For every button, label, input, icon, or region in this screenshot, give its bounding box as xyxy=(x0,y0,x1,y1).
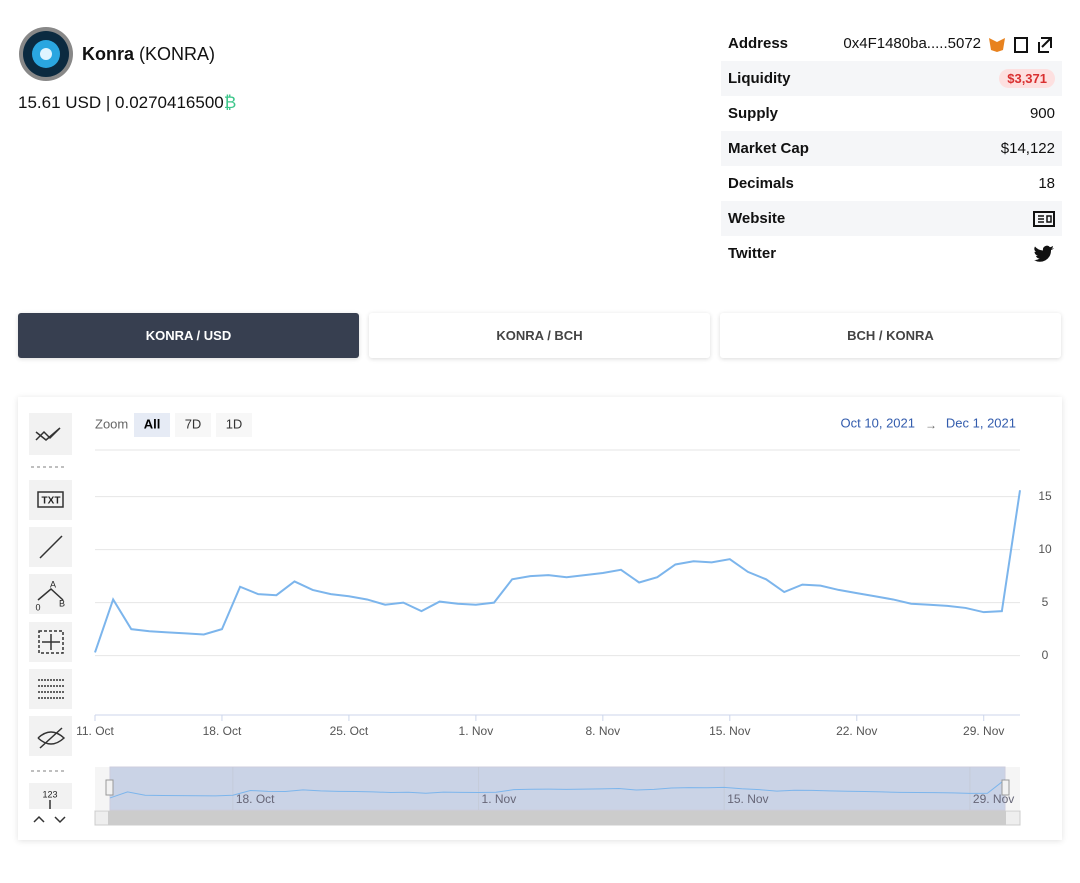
address-icons[interactable] xyxy=(987,34,1055,54)
tool-text: TXT xyxy=(42,496,61,507)
label: Liquidity xyxy=(728,70,791,87)
info-row: Twitter xyxy=(721,236,1062,271)
label: Supply xyxy=(728,105,779,122)
price: 15.61 USD | 0.0270416500 xyxy=(18,93,224,112)
range-arrow: → xyxy=(925,418,937,432)
navigator-line xyxy=(109,779,1006,799)
x-tick-label: 8. Nov xyxy=(585,724,620,738)
tab[interactable]: BCH / KONRA xyxy=(720,313,1061,358)
price-line: 15.61 USD | 0.0270416500₿ xyxy=(18,93,236,113)
y-tick-label: 15 xyxy=(1038,489,1052,503)
bch-symbol: ₿ xyxy=(223,93,237,112)
zoom-button[interactable] xyxy=(216,413,252,437)
tool-button[interactable] xyxy=(29,413,72,455)
navigator-label: 29. Nov xyxy=(973,792,1014,806)
twitter-icon[interactable] xyxy=(1033,245,1055,263)
navigator-label: 1. Nov xyxy=(482,792,517,806)
zoom-button-label[interactable]: All xyxy=(144,416,161,431)
label: Address xyxy=(728,35,789,52)
navigator-window xyxy=(109,766,1006,811)
x-tick-label: 11. Oct xyxy=(76,724,114,738)
tool-button[interactable] xyxy=(29,574,72,614)
token-name: Konra xyxy=(82,44,135,64)
info-row: Market Cap $14,122 xyxy=(721,131,1062,166)
tool-text: A xyxy=(50,579,56,589)
tab[interactable]: KONRA / USD xyxy=(18,313,359,358)
token-symbol: (KONRA) xyxy=(139,44,216,64)
info-row: Decimals 18 xyxy=(721,166,1062,201)
liquidity: $3,371 xyxy=(999,69,1055,88)
tool-button[interactable] xyxy=(29,716,72,756)
label: Decimals xyxy=(728,175,794,192)
tool-text: B xyxy=(59,598,65,608)
x-tick-label: 1. Nov xyxy=(459,724,494,738)
label: Twitter xyxy=(728,245,777,262)
zoom-label: Zoom xyxy=(95,416,128,431)
token-logo xyxy=(19,27,73,81)
x-tick-label: 15. Nov xyxy=(709,724,750,738)
navigator-handle[interactable] xyxy=(1001,779,1010,796)
token-title: Konra (KONRA) xyxy=(82,44,215,65)
zoom-button-label[interactable]: 1D xyxy=(226,416,243,431)
y-tick-label: 10 xyxy=(1038,542,1052,556)
value: $14,122 xyxy=(1000,140,1055,157)
tab[interactable]: KONRA / BCH xyxy=(369,313,710,358)
website-icon[interactable] xyxy=(1033,210,1055,228)
x-tick-label: 18. Oct xyxy=(203,724,242,738)
zoom-button[interactable] xyxy=(175,413,211,437)
info-row: Website xyxy=(721,201,1062,236)
label: Market Cap xyxy=(728,140,809,157)
range-to[interactable]: Dec 1, 2021 xyxy=(946,415,1016,430)
tool-text: 0 xyxy=(35,602,40,612)
info-row: Liquidity $3,371 xyxy=(721,61,1062,96)
zoom-button-label[interactable]: 7D xyxy=(185,416,202,431)
info-row: Address 0x4F1480ba.....5072 xyxy=(721,26,1062,61)
y-tick-label: 0 xyxy=(1042,648,1049,662)
navigator xyxy=(95,767,1020,810)
tool-button[interactable] xyxy=(29,669,72,709)
y-tick-label: 5 xyxy=(1042,595,1049,609)
navigator-label: 18. Oct xyxy=(236,792,275,806)
toolbar xyxy=(29,413,72,824)
chart-card xyxy=(18,397,1062,840)
range-from[interactable]: Oct 10, 2021 xyxy=(841,415,915,430)
label: Website xyxy=(728,210,786,227)
info-row: Supply 900 xyxy=(721,96,1062,131)
x-tick-label: 29. Nov xyxy=(963,724,1004,738)
tool-button[interactable] xyxy=(29,480,72,520)
x-tick-label: 22. Nov xyxy=(836,724,877,738)
navigator-handle[interactable] xyxy=(105,779,114,796)
navigator-label: 15. Nov xyxy=(727,792,768,806)
address[interactable]: 0x4F1480ba.....5072 xyxy=(843,35,981,52)
value: 18 xyxy=(1038,175,1055,192)
price-line xyxy=(94,490,1021,653)
zoom-button[interactable] xyxy=(134,413,170,437)
info-table: Address 0x4F1480ba.....5072 Liquidity $3,3… xyxy=(721,26,1062,271)
x-tick-label: 25. Oct xyxy=(330,724,369,738)
tool-text: 123 xyxy=(42,789,57,799)
scrollbar-thumb[interactable] xyxy=(108,811,1006,825)
value: 900 xyxy=(1029,105,1055,122)
